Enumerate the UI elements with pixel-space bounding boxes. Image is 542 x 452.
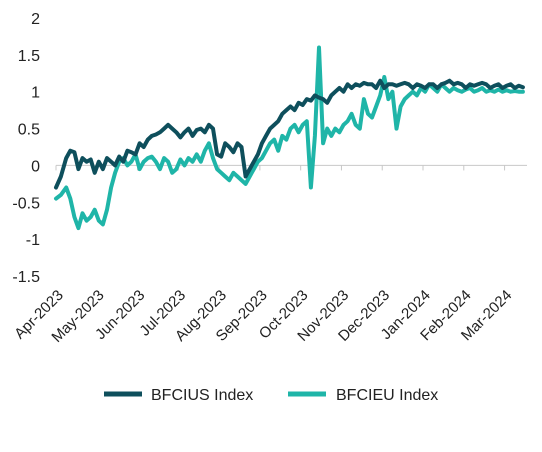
y-tick-label: -1.5 bbox=[12, 269, 40, 286]
legend-label-bfcieu: BFCIEU Index bbox=[336, 387, 438, 404]
x-axis-ticks: Apr-2023May-2023Jun-2023Jul-2023Aug-2023… bbox=[11, 287, 515, 346]
y-tick-label: -0.5 bbox=[12, 195, 40, 212]
legend: BFCIUS Index BFCIEU Index bbox=[104, 387, 438, 404]
y-tick-label: 0.5 bbox=[18, 122, 40, 139]
y-tick-label: -1 bbox=[26, 232, 40, 249]
legend-label-bfcius: BFCIUS Index bbox=[151, 387, 253, 404]
y-tick-label: 1.5 bbox=[18, 48, 40, 65]
y-axis-ticks: 2 1.5 1 0.5 0 -0.5 -1 -1.5 bbox=[12, 11, 40, 286]
y-tick-label: 1 bbox=[31, 85, 40, 102]
series-line-bfcius bbox=[54, 78, 525, 190]
y-tick-label: 2 bbox=[31, 11, 40, 28]
x-axis-tick-marks bbox=[55, 165, 506, 171]
y-tick-label: 0 bbox=[31, 158, 40, 175]
series-lines bbox=[54, 45, 525, 231]
series-line-bfcieu bbox=[54, 45, 525, 231]
